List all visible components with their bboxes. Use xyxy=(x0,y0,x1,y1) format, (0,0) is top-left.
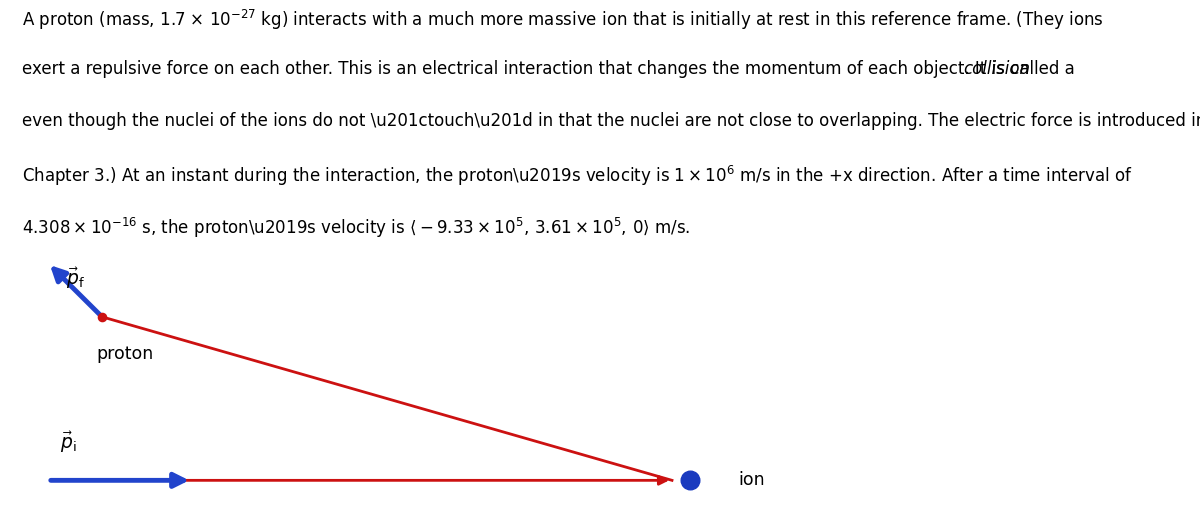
Text: A proton (mass, 1.7 $\times$ 10$^{-27}$ kg) interacts with a much more massive i: A proton (mass, 1.7 $\times$ 10$^{-27}$ … xyxy=(22,8,1103,32)
Text: Chapter 3.) At an instant during the interaction, the proton\u2019s velocity is : Chapter 3.) At an instant during the int… xyxy=(22,164,1132,188)
Text: even though the nuclei of the ions do not \u201ctouch\u201d in that the nuclei a: even though the nuclei of the ions do no… xyxy=(22,112,1200,130)
Text: collision: collision xyxy=(964,60,1031,78)
Text: $4.308 \times 10^{-16}$ s, the proton\u2019s velocity is $\langle -9.33 \times 1: $4.308 \times 10^{-16}$ s, the proton\u2… xyxy=(22,216,690,240)
Text: $\vec{p}_\mathrm{i}$: $\vec{p}_\mathrm{i}$ xyxy=(60,430,77,455)
Text: exert a repulsive force on each other. This is an electrical interaction that ch: exert a repulsive force on each other. T… xyxy=(22,60,1080,78)
Text: $\vec{p}_\mathrm{f}$: $\vec{p}_\mathrm{f}$ xyxy=(66,266,85,291)
Text: ion: ion xyxy=(738,471,764,490)
Point xyxy=(680,476,700,484)
Text: proton: proton xyxy=(96,345,154,363)
Point xyxy=(92,313,112,321)
